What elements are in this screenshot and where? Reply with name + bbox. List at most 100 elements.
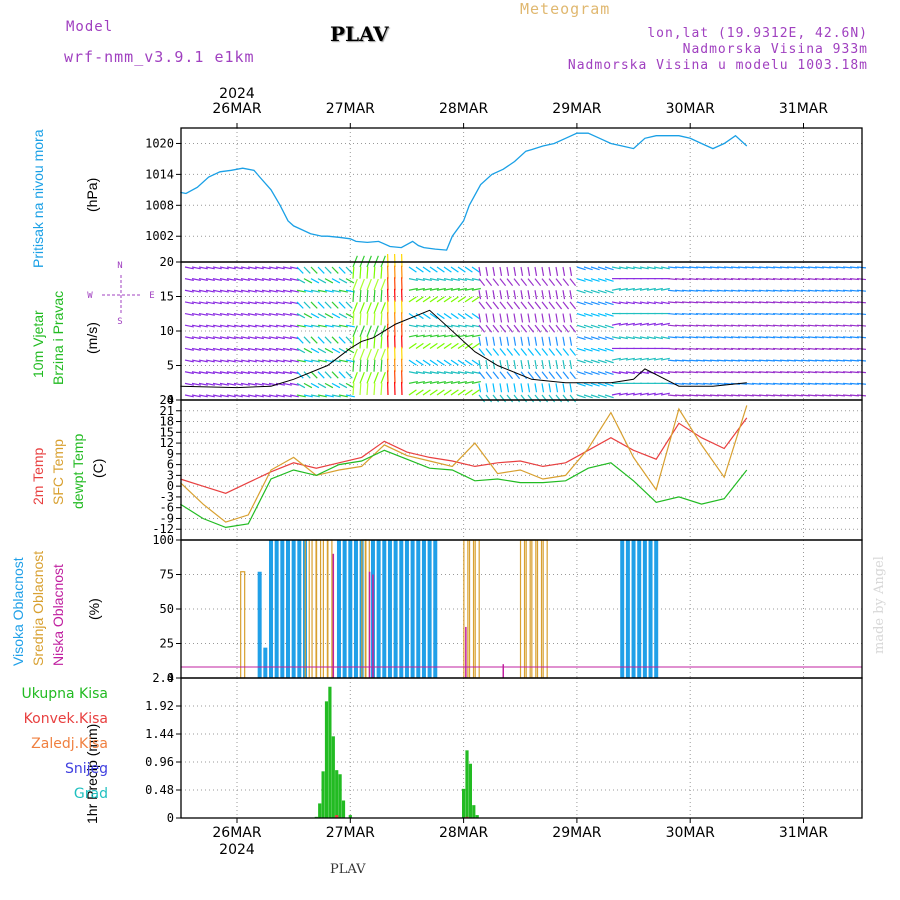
elevation-text: Nadmorska Visina 933m [682, 42, 868, 57]
wind-arrow [646, 322, 656, 326]
wind-arrow [506, 324, 514, 333]
cloud-high-bar [410, 540, 415, 678]
wind-arrow [758, 347, 769, 350]
wind-arrow [653, 301, 663, 305]
wind-arrow [555, 348, 563, 356]
wind-arrow [779, 394, 790, 397]
wind-arrow [352, 302, 358, 314]
wind-arrow [261, 324, 271, 328]
wind-arrow [289, 336, 299, 340]
top-date-label: 28MAR [439, 101, 488, 117]
wind-arrow [681, 347, 692, 350]
wind-arrow [695, 382, 706, 385]
wind-arrow [289, 324, 299, 328]
wind-arrow [345, 394, 355, 398]
wind-arrow [835, 278, 846, 281]
wind-arrow [485, 336, 489, 346]
wind-arrow [359, 325, 365, 338]
cloud-high-bar [376, 540, 381, 678]
wind-arrow [331, 301, 339, 309]
wind-arrow [317, 359, 327, 363]
wind-arrow [772, 324, 783, 327]
wind-arrow [254, 289, 264, 293]
top-date-label: 31MAR [779, 101, 828, 117]
wind-arrow [219, 324, 229, 328]
wind-arrow [499, 278, 507, 287]
y-tick-label: 1002 [145, 229, 174, 243]
wind-arrow [541, 278, 549, 287]
wind-arrow [366, 348, 372, 361]
wind-arrow [408, 334, 418, 338]
wind-arrow [345, 313, 355, 319]
wind-arrow [786, 289, 797, 292]
wind-arrow [751, 359, 762, 362]
wind-arrow [541, 336, 545, 346]
wind-arrow [828, 394, 839, 397]
wind-arrow [226, 289, 236, 293]
wind-arrow [254, 359, 264, 363]
wind-arrow [247, 336, 257, 340]
wind-arrow [492, 336, 496, 346]
wind-arrow [436, 324, 446, 328]
wind-arrow [408, 313, 417, 320]
wind-arrow [212, 394, 222, 398]
wind-arrow [205, 301, 215, 305]
wind-arrow [751, 301, 762, 304]
wind-arrow [296, 266, 304, 274]
wind-arrow [541, 383, 545, 393]
wind-arrow [485, 266, 489, 276]
wind-arrow [331, 313, 341, 319]
wind-arrow [667, 278, 678, 281]
wind-arrow [289, 289, 299, 293]
wind-arrow [548, 394, 556, 403]
wind-arrow [450, 334, 460, 338]
wind-arrow [205, 382, 215, 386]
wind-arrow [814, 336, 825, 339]
coords-text: lon,lat (19.9312E, 42.6N) [647, 26, 868, 41]
wind-arrow [625, 392, 635, 396]
wind-arrow [639, 392, 649, 396]
wind-arrow [520, 336, 524, 346]
wind-arrow [296, 289, 306, 293]
wind-arrow [744, 382, 755, 385]
wind-arrow [212, 324, 222, 328]
wind-arrow [660, 336, 670, 340]
wind-arrow [520, 324, 528, 333]
wind-arrow [569, 394, 577, 403]
y-tick-label: 0 [167, 671, 174, 685]
wind-arrow [548, 266, 552, 276]
wind-arrow [786, 266, 797, 269]
y-tick-label: 12 [160, 436, 174, 450]
wind-arrow [590, 301, 600, 306]
wind-arrow [380, 278, 386, 291]
wind-arrow [646, 287, 656, 291]
cloud-high-bar [427, 540, 432, 678]
wind-arrow [590, 312, 600, 317]
wind-arrow [352, 266, 355, 279]
wind-arrow [184, 301, 194, 305]
wind-arrow [730, 347, 741, 350]
wind-arrow [296, 347, 306, 354]
wind-arrow [590, 394, 600, 399]
wind-arrow [226, 382, 236, 386]
wind-arrow [723, 371, 734, 374]
wind-arrow [807, 324, 818, 327]
wind-arrow [765, 301, 776, 304]
wind-arrow [625, 371, 635, 375]
wind-arrow [625, 266, 635, 270]
cloud-mid-bar [468, 539, 475, 679]
cloud-low-bar [372, 574, 374, 678]
wind-arrow [506, 371, 514, 380]
wind-arrow [737, 289, 748, 292]
wind-arrow [506, 336, 510, 346]
wind-arrow [807, 289, 818, 292]
wind-arrow [807, 382, 818, 385]
wind-arrow [359, 382, 362, 396]
wind-arrow [513, 266, 517, 276]
y-tick-label: 1008 [145, 198, 174, 212]
wind-arrow [191, 347, 201, 351]
precip-total-bar [475, 815, 479, 818]
wind-arrow [583, 371, 593, 375]
wind-arrow [289, 371, 299, 375]
wind-arrow [317, 313, 327, 319]
